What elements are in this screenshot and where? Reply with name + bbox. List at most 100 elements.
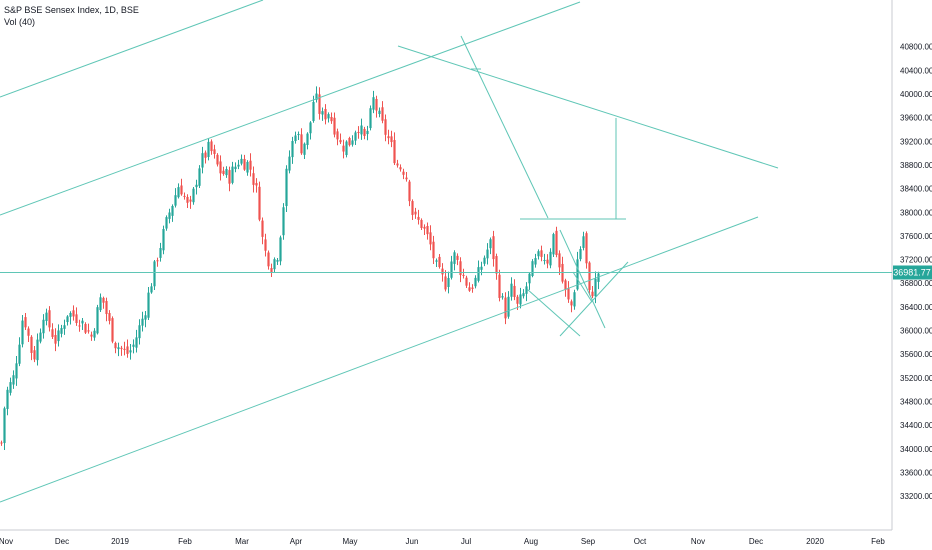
candle-body: [69, 312, 72, 317]
candle-body: [534, 258, 537, 265]
candle-body: [183, 195, 186, 197]
y-tick-label: 38400.00: [900, 185, 932, 194]
candle-body: [210, 141, 213, 152]
y-tick-label: 34000.00: [900, 445, 932, 454]
candle-body: [45, 312, 48, 322]
candle-body: [225, 169, 228, 176]
candle-body: [156, 260, 159, 262]
trendline[interactable]: [526, 288, 581, 337]
candle-body: [351, 140, 354, 145]
candle-body: [96, 307, 99, 334]
candle-body: [378, 110, 381, 115]
candle-body: [444, 276, 447, 290]
candle-body: [111, 318, 114, 342]
candle-body: [510, 283, 513, 297]
candle-body: [387, 136, 390, 139]
volume-indicator-label[interactable]: Vol (40): [4, 17, 36, 27]
candle-body: [237, 164, 240, 167]
candle-body: [342, 145, 345, 152]
candle-body: [186, 196, 189, 203]
candle-body: [126, 346, 129, 354]
trendline[interactable]: [460, 35, 549, 219]
candle-body: [198, 168, 201, 186]
trendline[interactable]: [559, 261, 629, 337]
candle-body: [231, 166, 234, 183]
candle-body: [591, 291, 594, 297]
x-tick-label: Dec: [55, 537, 69, 546]
candle-body: [360, 125, 363, 135]
candle-body: [315, 93, 318, 100]
candle-body: [207, 141, 210, 157]
candle-body: [543, 260, 546, 262]
candle-body: [438, 256, 441, 268]
candle-body: [6, 389, 9, 409]
candle-body: [507, 296, 510, 317]
candle-body: [516, 296, 519, 304]
chart-title: S&P BSE Sensex Index, 1D, BSE: [4, 5, 139, 15]
candle-body: [204, 152, 207, 158]
candle-body: [294, 135, 297, 142]
candle-body: [396, 163, 399, 166]
candle-body: [540, 250, 543, 257]
candle-body: [459, 261, 462, 276]
trendline[interactable]: [572, 271, 593, 303]
y-tick-label: 37200.00: [900, 256, 932, 265]
candle-body: [546, 259, 549, 264]
candle-body: [369, 108, 372, 129]
y-tick-label: 34800.00: [900, 398, 932, 407]
candle-body: [492, 236, 495, 260]
candle-body: [297, 134, 300, 136]
candle-body: [177, 187, 180, 198]
candle-body: [429, 232, 432, 245]
x-tick-label: 2019: [111, 537, 129, 546]
candle-body: [270, 268, 273, 273]
candle-body: [123, 348, 126, 350]
candle-body: [57, 330, 60, 342]
x-tick-label: Jul: [461, 537, 471, 546]
candle-body: [9, 382, 12, 393]
candle-body: [558, 253, 561, 268]
candle-body: [549, 251, 552, 266]
trendline[interactable]: [0, 0, 264, 98]
trendline[interactable]: [559, 229, 606, 329]
candle-body: [384, 119, 387, 135]
last-price-badge: [893, 265, 932, 280]
y-tick-label: 36400.00: [900, 303, 932, 312]
y-tick-label: 40800.00: [900, 43, 932, 52]
candle-body: [75, 314, 78, 324]
candle-body: [432, 241, 435, 259]
x-tick-label: May: [342, 537, 357, 546]
trendline[interactable]: [397, 45, 779, 169]
candle-body: [51, 329, 54, 337]
candle-body: [60, 328, 63, 334]
y-tick-label: 37600.00: [900, 232, 932, 241]
trendline[interactable]: [0, 216, 759, 503]
candles: [0, 86, 600, 450]
candle-body: [345, 141, 348, 156]
candle-body: [477, 267, 480, 281]
y-tick-label: 40000.00: [900, 90, 932, 99]
candle-body: [489, 239, 492, 249]
candle-body: [42, 319, 45, 334]
candle-body: [90, 334, 93, 337]
candle-body: [273, 259, 276, 270]
candle-body: [144, 315, 147, 320]
x-tick-label: Feb: [871, 537, 885, 546]
candle-body: [114, 343, 117, 349]
trendline[interactable]: [0, 1, 581, 216]
candle-body: [411, 201, 414, 215]
candle-body: [318, 94, 321, 114]
candle-body: [99, 297, 102, 311]
candle-body: [147, 292, 150, 318]
candle-body: [501, 296, 504, 298]
candle-body: [165, 217, 168, 229]
candle-body: [249, 160, 252, 170]
x-tick-label: Sep: [581, 537, 596, 546]
candle-body: [54, 335, 57, 344]
candle-body: [462, 274, 465, 276]
candle-body: [402, 171, 405, 175]
candle-body: [327, 114, 330, 119]
candle-body: [414, 211, 417, 215]
candle-body: [138, 325, 141, 339]
